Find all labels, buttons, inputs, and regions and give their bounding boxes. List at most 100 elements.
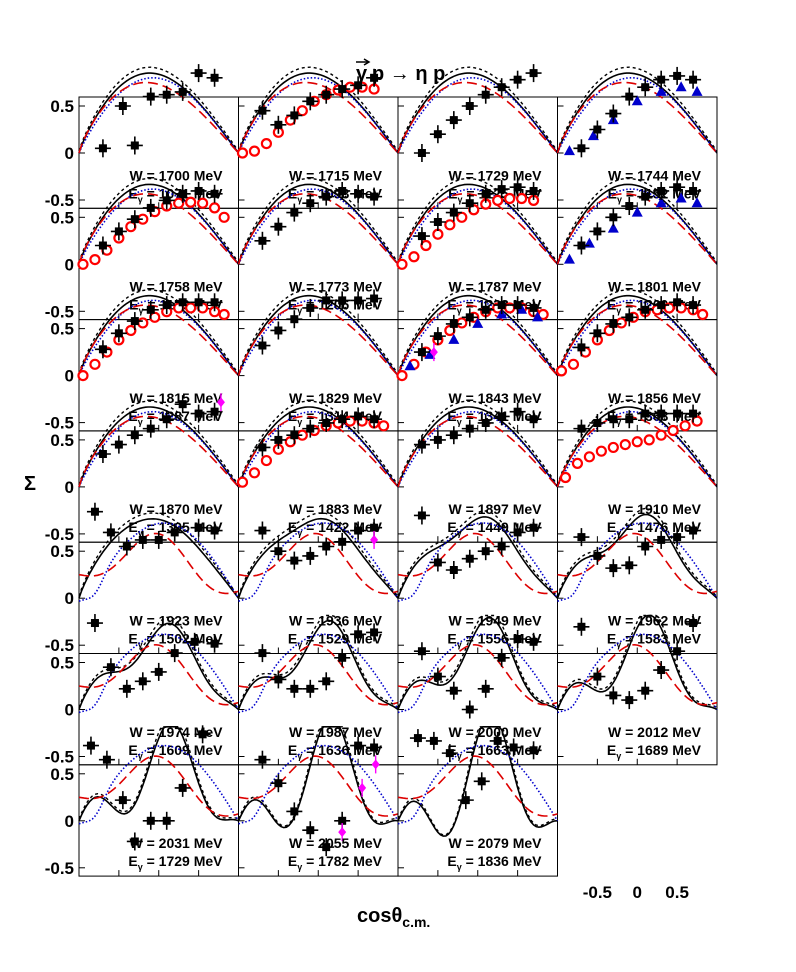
data-point: [481, 684, 490, 693]
data-point: [673, 409, 682, 418]
data-point: [178, 189, 187, 198]
curve-dotted: [78, 299, 240, 377]
curve-solid: [78, 622, 240, 711]
data-point: [609, 691, 618, 700]
data-point: [306, 551, 315, 560]
data-point: [465, 554, 474, 563]
data-point: [513, 183, 522, 192]
curve-dotted: [78, 522, 240, 602]
data-point: [322, 843, 331, 852]
data-point: [146, 92, 155, 101]
open-circle-point: [396, 258, 408, 270]
curve-dotted: [78, 633, 240, 714]
panel-w-label: W = 2012 MeV: [608, 724, 702, 740]
data-point: [162, 196, 171, 205]
data-point: [417, 149, 426, 157]
arrow-head-icon: [363, 58, 371, 66]
data-point: [609, 109, 618, 118]
y-tick-label: -0.5: [45, 748, 74, 767]
open-circle-point: [583, 451, 596, 463]
data-point: [322, 296, 331, 305]
data-point: [689, 75, 698, 84]
triangle-point: [691, 197, 703, 208]
data-point: [338, 296, 347, 305]
open-circle-point: [185, 302, 197, 314]
data-point: [146, 305, 155, 314]
data-point: [274, 326, 283, 335]
open-circle-point: [571, 457, 584, 469]
curve-solid: [556, 183, 718, 265]
data-point: [274, 222, 283, 231]
data-point: [657, 666, 666, 675]
data-point: [465, 424, 474, 433]
data-point: [625, 415, 634, 424]
data-point: [593, 672, 602, 681]
data-point: [433, 218, 442, 226]
open-circle-point: [444, 219, 456, 231]
panel-e-label: Eγ = 1609 MeV: [128, 742, 223, 761]
diamond-point: [370, 534, 379, 545]
data-point: [673, 533, 682, 542]
data-point: [513, 301, 522, 310]
data-point: [657, 301, 666, 310]
curve-solid: [397, 726, 558, 837]
diamond-point: [216, 397, 225, 408]
data-point: [481, 305, 490, 314]
data-point: [354, 741, 363, 750]
data-point: [146, 424, 155, 433]
data-point: [370, 192, 379, 201]
data-point: [641, 305, 650, 314]
triangle-point: [563, 253, 575, 264]
data-point: [657, 75, 666, 84]
data-point: [465, 313, 474, 322]
curve-longdash: [556, 415, 718, 488]
data-point: [162, 301, 171, 310]
panel: W = 2031 MeV Eγ = 1729 MeV: [78, 725, 240, 877]
panel-w-label: W = 1700 MeV: [130, 167, 224, 183]
data-point: [210, 407, 219, 416]
open-circle-point: [631, 436, 643, 448]
data-point: [354, 81, 363, 90]
curve-dotted: [397, 633, 559, 714]
data-point: [190, 637, 199, 646]
panel-e-label: Eγ = 1098 MeV: [288, 185, 383, 204]
data-point: [481, 547, 490, 556]
data-point: [689, 526, 698, 535]
data-point: [306, 424, 315, 433]
curve-dotted: [78, 744, 240, 825]
open-circle-point: [420, 239, 432, 252]
open-circle-point: [432, 228, 444, 240]
data-point: [274, 120, 283, 129]
data-point: [194, 186, 203, 195]
open-circle-point: [149, 311, 161, 323]
curve-dotted: [556, 410, 718, 488]
curve-solid: [237, 619, 399, 711]
panel-w-label: W = 1815 MeV: [130, 390, 224, 406]
data-point: [338, 186, 347, 195]
triangle-point: [655, 197, 667, 208]
y-tick-label: 0: [65, 589, 74, 608]
data-point: [449, 208, 458, 217]
curve-longdash: [78, 755, 239, 817]
data-point: [641, 686, 650, 695]
data-point: [162, 816, 171, 825]
data-point: [529, 637, 538, 646]
curve-solid: [556, 294, 718, 377]
data-point: [122, 542, 131, 551]
x-tick-label: 0.5: [665, 883, 689, 902]
data-point: [513, 635, 522, 643]
curve-dotted: [556, 188, 718, 265]
data-point: [433, 332, 442, 341]
curve-longdash: [397, 755, 558, 817]
data-point: [210, 526, 219, 535]
triangle-point: [424, 348, 436, 359]
data-point: [577, 424, 586, 433]
triangle-point: [532, 311, 544, 322]
data-point: [178, 783, 187, 792]
panel-w-label: W = 2055 MeV: [289, 835, 383, 851]
curve-longdash: [557, 643, 718, 706]
data-point: [194, 69, 203, 78]
curve-dotted: [397, 188, 559, 265]
curve-dashed: [556, 507, 718, 597]
